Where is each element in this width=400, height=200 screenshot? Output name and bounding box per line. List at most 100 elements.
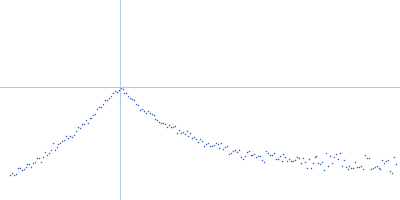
- Point: [38, 160, 44, 163]
- Point: [294, 156, 300, 159]
- Point: [375, 167, 382, 170]
- Point: [265, 152, 271, 155]
- Point: [102, 99, 108, 102]
- Point: [247, 153, 254, 156]
- Point: [187, 131, 194, 134]
- Point: [50, 142, 56, 145]
- Point: [313, 155, 320, 158]
- Point: [242, 155, 248, 158]
- Point: [288, 159, 294, 163]
- Point: [364, 156, 370, 159]
- Point: [106, 96, 112, 100]
- Point: [272, 158, 279, 161]
- Point: [73, 130, 79, 133]
- Point: [236, 148, 242, 151]
- Point: [117, 86, 124, 89]
- Point: [251, 153, 258, 156]
- Point: [28, 166, 34, 169]
- Point: [181, 132, 188, 136]
- Point: [48, 148, 54, 152]
- Point: [57, 141, 64, 144]
- Point: [166, 123, 172, 127]
- Point: [311, 155, 318, 159]
- Point: [160, 121, 166, 124]
- Point: [172, 125, 178, 128]
- Point: [133, 103, 139, 106]
- Point: [67, 135, 73, 138]
- Point: [335, 158, 341, 161]
- Point: [331, 155, 337, 159]
- Point: [381, 162, 388, 165]
- Point: [263, 149, 269, 152]
- Point: [90, 113, 97, 117]
- Point: [71, 133, 77, 136]
- Point: [78, 123, 85, 126]
- Point: [374, 164, 380, 168]
- Point: [191, 135, 198, 138]
- Point: [135, 103, 141, 106]
- Point: [276, 155, 283, 158]
- Point: [170, 125, 176, 128]
- Point: [7, 174, 13, 177]
- Point: [20, 167, 27, 170]
- Point: [304, 166, 310, 169]
- Point: [189, 136, 196, 139]
- Point: [238, 155, 244, 158]
- Point: [208, 144, 215, 147]
- Point: [214, 142, 221, 145]
- Point: [84, 121, 91, 124]
- Point: [387, 169, 393, 172]
- Point: [218, 142, 225, 145]
- Point: [9, 172, 15, 175]
- Point: [350, 166, 356, 169]
- Point: [356, 165, 362, 168]
- Point: [32, 160, 38, 163]
- Point: [244, 150, 250, 154]
- Point: [261, 160, 267, 164]
- Point: [24, 163, 31, 166]
- Point: [46, 152, 52, 155]
- Point: [197, 138, 203, 141]
- Point: [340, 158, 347, 161]
- Point: [193, 137, 200, 141]
- Point: [174, 131, 180, 134]
- Point: [282, 155, 289, 159]
- Point: [206, 145, 213, 148]
- Point: [75, 126, 81, 129]
- Point: [69, 135, 75, 139]
- Point: [253, 155, 260, 158]
- Point: [36, 156, 42, 159]
- Point: [77, 127, 83, 130]
- Point: [178, 131, 184, 134]
- Point: [352, 160, 358, 163]
- Point: [53, 146, 60, 149]
- Point: [228, 151, 234, 154]
- Point: [82, 119, 89, 122]
- Point: [323, 152, 329, 155]
- Point: [119, 87, 126, 90]
- Point: [319, 161, 326, 164]
- Point: [146, 111, 153, 115]
- Point: [52, 148, 58, 151]
- Point: [131, 99, 137, 102]
- Point: [164, 126, 170, 129]
- Point: [336, 151, 343, 154]
- Point: [98, 105, 104, 109]
- Point: [154, 119, 161, 122]
- Point: [370, 166, 376, 169]
- Point: [269, 154, 275, 157]
- Point: [125, 94, 132, 97]
- Point: [354, 165, 360, 168]
- Point: [59, 139, 66, 142]
- Point: [65, 136, 71, 139]
- Point: [368, 168, 374, 171]
- Point: [195, 140, 201, 143]
- Point: [108, 95, 114, 98]
- Point: [325, 164, 331, 167]
- Point: [389, 171, 395, 175]
- Point: [142, 112, 149, 115]
- Point: [302, 160, 308, 164]
- Point: [257, 154, 264, 157]
- Point: [274, 157, 281, 161]
- Point: [30, 161, 36, 164]
